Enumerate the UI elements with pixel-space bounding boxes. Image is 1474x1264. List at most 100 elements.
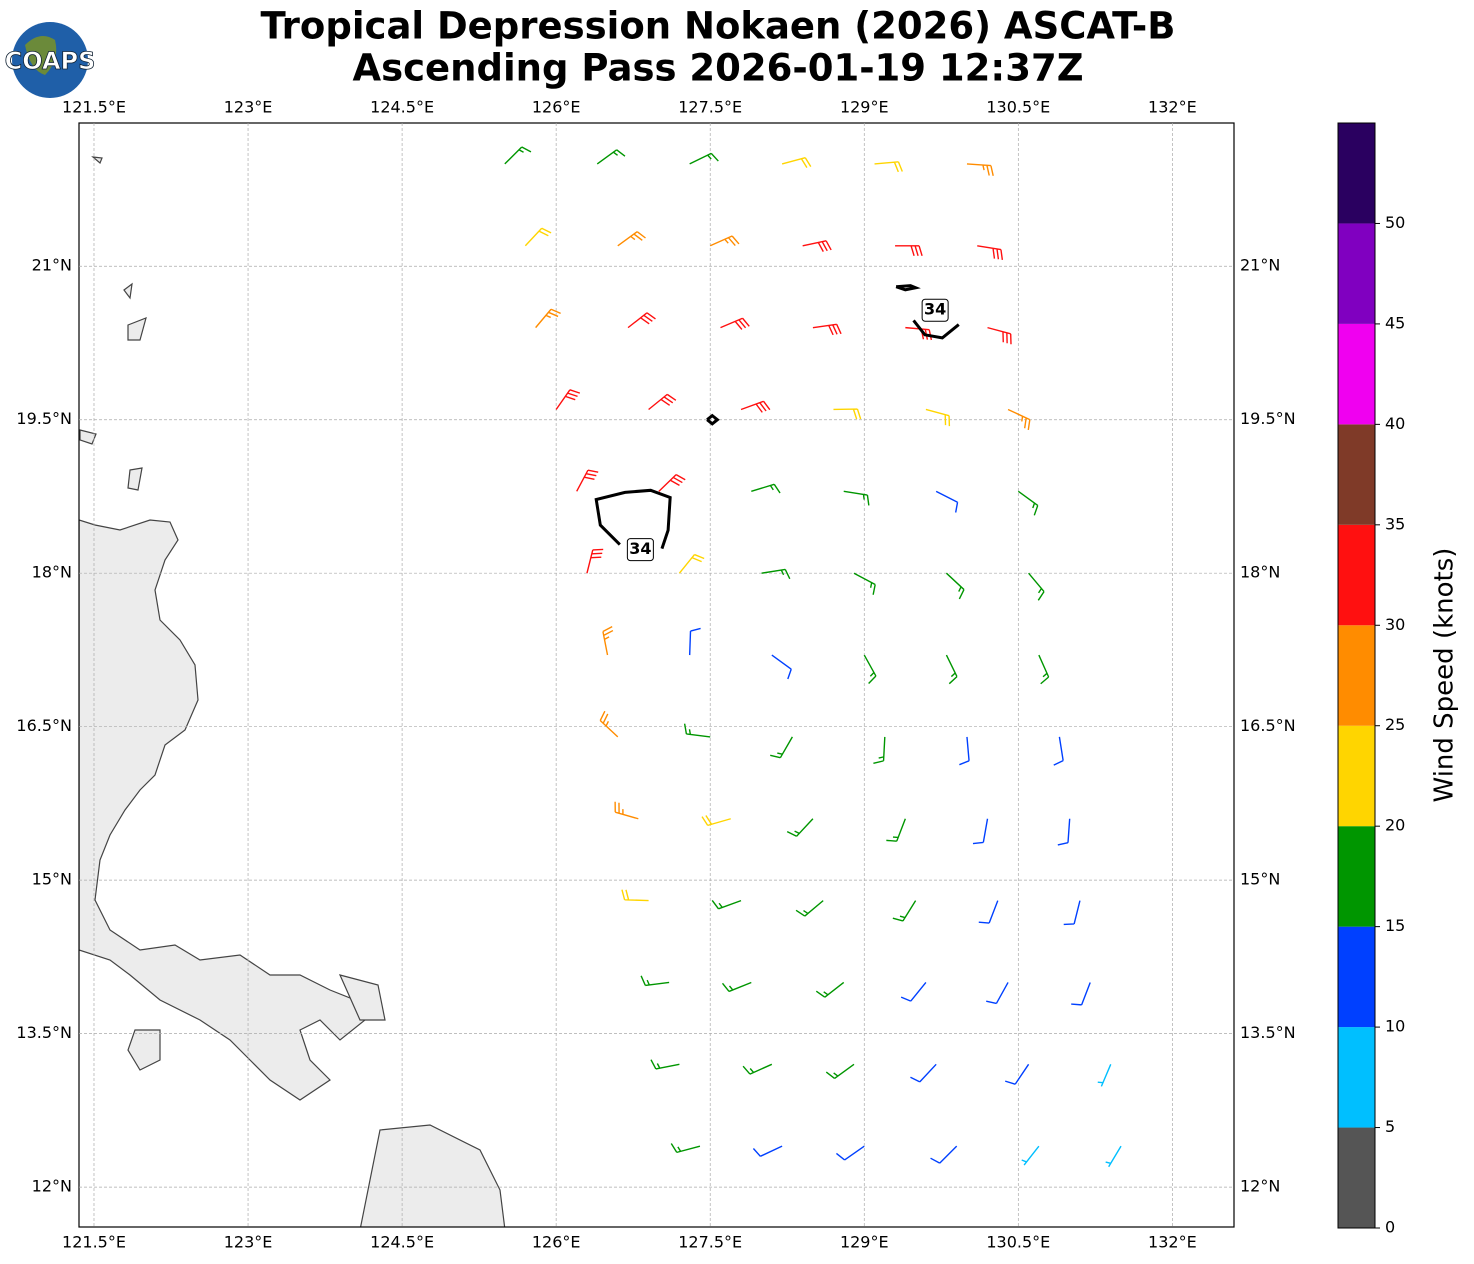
contours: 34 34 [594,284,960,562]
contour-line [895,284,921,292]
colorbar-segment [1338,926,1375,1028]
wind-barb [874,161,903,173]
wind-barb [640,975,670,987]
wind-barb [650,1059,680,1070]
wind-barb [925,408,951,427]
colorbar-segment [1338,1027,1375,1128]
contour-label-box [921,298,949,322]
colorbar-tick-label: 10 [1385,1017,1405,1036]
x-tick-label: 129°E [840,1233,889,1252]
y-tick-label: 19.5°N [16,409,72,428]
colorbar-segment [1338,826,1375,927]
wind-barb [873,736,886,765]
wind-barb [1105,1145,1122,1168]
y-tick-label: 13.5°N [1240,1023,1296,1042]
land [79,156,506,1227]
y-tick-label: 15°N [1240,870,1280,889]
wind-barb [740,400,771,413]
mindoro [127,1029,161,1071]
colorbar: 0 5 10 15 20 25 30 35 40 45 50 [1337,122,1405,1237]
x-tick-label: 124.5°E [370,1233,434,1252]
wind-barb [586,548,604,574]
wind-barb [900,982,927,1002]
wind-barb [833,408,862,420]
wind-barb [701,815,731,827]
wind-barb [709,235,740,247]
logo-land [25,36,57,75]
wind-barb [742,1063,773,1075]
wind-barb [892,900,917,922]
contour-line [912,319,960,340]
wind-barb [688,627,701,656]
x-tick-label: 130.5°E [986,98,1050,117]
colorbar-label: Wind Speed (knots) [1430,548,1460,803]
wind-barb [781,157,812,169]
wind-barb [721,981,752,993]
contour-label: 34 [924,300,946,319]
wind-barb [930,1145,958,1164]
logo-text: COAPS [5,47,96,75]
colorbar-segment [1338,223,1375,324]
wind-barb [935,490,959,513]
wind-barb [524,227,552,247]
wind-barb [751,483,781,494]
wind-barb [835,1145,865,1161]
colorbar-segment [1338,424,1375,525]
wind-barb [627,312,656,329]
colorbar-frame [1337,122,1376,1229]
wind-barb [786,818,814,837]
colorbar-tick-label: 35 [1385,514,1405,533]
wind-barb [1071,982,1091,1006]
wind-barb [987,326,1012,345]
contour-line [706,413,720,426]
x-tick-label: 132°E [1148,1233,1197,1252]
samar [359,1124,506,1227]
contour-line [594,488,672,550]
wind-barb [966,163,994,176]
wind-barb [895,245,923,256]
colorbar-segment [1338,524,1375,626]
x-tick-label: 121.5°E [62,1233,126,1252]
wind-barb [853,572,876,595]
wind-barb [1028,572,1045,601]
wind-barb [771,654,792,680]
wind-barb [720,317,750,330]
y-tick-label: 16.5°N [1240,716,1296,735]
subtitle: Ascending Pass 2026-01-19 12:37Z [352,47,1083,90]
y-tick-label: 21°N [1240,256,1280,275]
colorbar-tick-label: 20 [1385,816,1405,835]
colorbar-tick-label: 15 [1385,916,1405,935]
y-tick-label: 21°N [32,256,72,275]
colorbar-tick-label: 25 [1385,715,1405,734]
wind-barb [648,393,677,411]
wind-barb [978,900,999,924]
x-tick-label: 132°E [1148,98,1197,117]
colorbar-tick-label: 50 [1385,213,1405,232]
wind-barb [761,568,791,580]
x-tick-label: 126°E [532,1233,581,1252]
colorbar-tick-label: 0 [1385,1218,1395,1237]
colorbar-tick-label: 45 [1385,313,1405,332]
wind-barb [1053,736,1064,766]
x-tick-label: 129°E [840,98,889,117]
wind-barb [602,626,614,656]
wind-barb [670,1143,701,1154]
wind-barb [711,899,742,910]
title: Tropical Depression Nokaen (2026) ASCAT-… [261,5,1176,48]
wind-barb [599,710,619,738]
y-tick-label: 19.5°N [1240,409,1296,428]
y-tick-label: 18°N [1240,563,1280,582]
contour-label-box [626,538,654,562]
colorbar-segment [1338,725,1375,827]
wind-barb [959,736,970,766]
wind-barb [945,654,958,685]
wind-barb [555,389,581,410]
contour-label: 34 [629,539,651,558]
logo: COAPS [4,22,96,98]
x-tick-label: 123°E [224,1233,273,1252]
wind-barb [843,490,870,506]
wind-barb [614,801,639,820]
wind-barb [886,818,907,842]
wind-barb [945,572,965,600]
wind-barb [795,900,824,917]
